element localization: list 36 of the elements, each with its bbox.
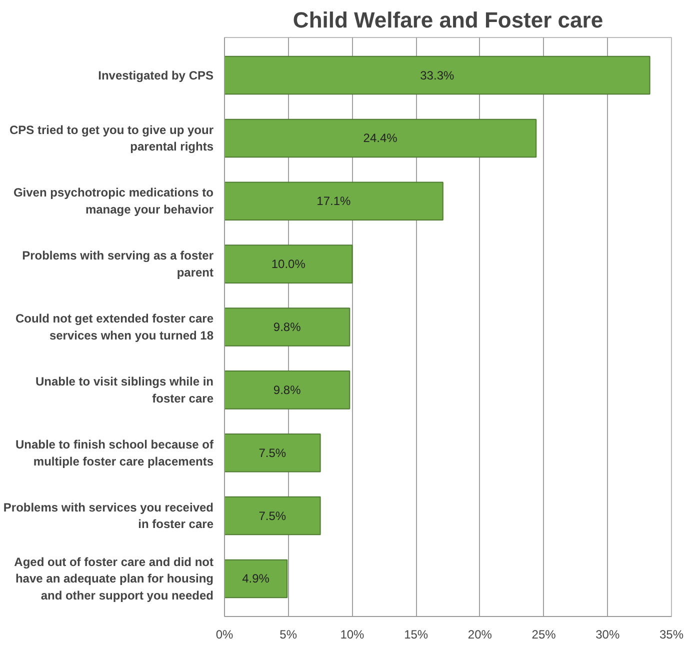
y-tick-label: Problems with services you received in foster care xyxy=(3,500,214,532)
x-tick-label: 30% xyxy=(596,628,620,642)
x-tick-label: 10% xyxy=(340,628,365,642)
data-label: 7.5% xyxy=(258,508,286,523)
bar xyxy=(224,182,444,221)
x-tick-label: 15% xyxy=(404,628,428,642)
chart-title: Child Welfare and Foster care xyxy=(292,8,604,32)
y-tick-label: Could not get extended foster care services when you turned 18 xyxy=(15,312,214,342)
data-label: 17.1% xyxy=(316,194,352,208)
data-label: 24.4% xyxy=(363,131,398,146)
x-tick-label: 25% xyxy=(532,628,556,642)
bar xyxy=(224,56,650,95)
bar xyxy=(224,496,321,536)
y-tick-label: Investigated by CPS xyxy=(98,68,214,82)
bar xyxy=(224,118,537,158)
y-tick-label: Given psychotropic medications to manage your behavior xyxy=(13,186,214,217)
y-tick-label: Unable to visit siblings while in foster care xyxy=(35,374,214,406)
bar xyxy=(224,370,350,410)
data-label: 4.9% xyxy=(242,572,270,586)
x-tick-label: 20% xyxy=(468,628,492,642)
y-tick-label: Problems with serving as a foster parent xyxy=(22,248,214,280)
bar xyxy=(224,559,288,598)
bar xyxy=(224,308,350,346)
data-label: 9.8% xyxy=(273,382,302,397)
data-label: 10.0% xyxy=(271,257,306,272)
x-tick-label: 5% xyxy=(280,628,298,642)
bar xyxy=(224,433,321,472)
data-label: 33.3% xyxy=(420,68,454,82)
x-tick-label: 0% xyxy=(216,628,234,642)
data-label: 9.8% xyxy=(273,320,302,334)
bar xyxy=(224,244,353,284)
y-tick-label: CPS tried to get you to give up your parental rights xyxy=(9,122,214,154)
x-tick-label: 35% xyxy=(659,628,684,642)
y-tick-label: Aged out of foster care and did not have an adequate plan for housing and other support you needed xyxy=(14,554,214,603)
data-label: 7.5% xyxy=(258,446,286,460)
y-tick-label: Unable to finish school because of multiple foster care placements xyxy=(15,437,215,468)
